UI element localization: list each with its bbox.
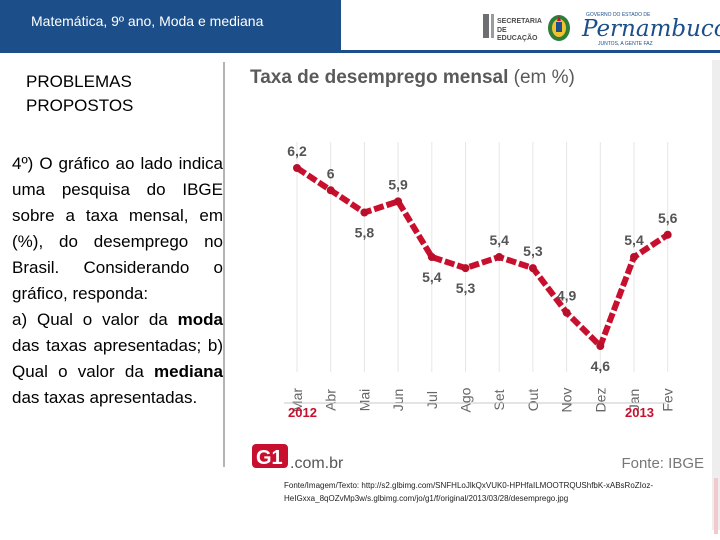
data-label: 5,4: [624, 232, 644, 248]
data-point: [528, 264, 537, 273]
chart-title: Taxa de desemprego mensal (em %): [250, 67, 575, 88]
year-label: 2012: [288, 405, 317, 420]
chart-area: Taxa de desemprego mensal (em %) 6,2 6 5,8 5…: [244, 60, 720, 478]
question-text: 4º) O gráfico ao lado indica uma pesquis…: [12, 151, 223, 411]
question-intro: 4º) O gráfico ao lado indica uma pesquis…: [12, 154, 223, 329]
data-label: 5,4: [422, 269, 442, 285]
data-point: [427, 253, 436, 261]
data-point: [360, 208, 369, 217]
year-label: 2013: [625, 405, 654, 420]
logo-pe-small: GOVERNO DO ESTADO DE: [586, 12, 651, 18]
logo-pe-name: Pernambuco: [582, 16, 720, 42]
logo-bar-icon: [483, 14, 489, 38]
x-tick-label: Jun: [390, 389, 406, 412]
right-edge-accent: [714, 478, 718, 534]
data-label: 5,8: [355, 225, 375, 241]
x-tick-label: Jul: [424, 391, 440, 409]
x-tick-label: Fev: [660, 388, 676, 411]
data-label: 5,3: [456, 280, 476, 296]
logo-text-2: DE EDUCAÇÃO: [497, 27, 538, 42]
data-point: [461, 264, 470, 273]
chart-brand: .com.br: [290, 455, 344, 472]
data-point: [630, 253, 638, 261]
x-tick-label: Nov: [559, 388, 575, 413]
data-label: 6: [327, 165, 335, 181]
x-tick-label: Dez: [592, 388, 608, 413]
slide-title: Matemática, 9º ano, Moda e mediana: [31, 13, 264, 29]
question-end: das taxas apresentadas.: [12, 388, 198, 407]
data-label: 5,4: [489, 232, 509, 248]
logo-bar-icon-2: [491, 14, 494, 38]
data-label: 5,3: [523, 243, 543, 259]
chart-source: Fonte: IBGE: [621, 455, 704, 472]
data-label: 4,6: [591, 358, 611, 374]
series-line: [295, 165, 670, 349]
data-point: [663, 230, 672, 239]
data-label: 5,6: [658, 210, 678, 226]
data-label: 5,9: [388, 176, 408, 192]
data-point: [326, 186, 335, 195]
right-edge: [712, 60, 720, 530]
state-seal-icon: [548, 15, 570, 41]
data-point: [394, 197, 403, 206]
x-tick-label: Mar: [289, 388, 305, 412]
g1-logo-letter: G1: [256, 447, 283, 469]
problems-heading: PROBLEMAS PROPOSTOS: [26, 72, 134, 115]
pernambuco-logo: GOVERNO DO ESTADO DE Pernambuco JUNTOS, …: [578, 4, 720, 50]
secretaria-logo: SECRETARIA DE EDUCAÇÃO: [483, 12, 543, 42]
unemployment-chart: Taxa de desemprego mensal (em %) 6,2 6 5,8 5…: [250, 67, 704, 472]
logo-pe-sub: JUNTOS, A GENTE FAZ: [598, 41, 653, 47]
data-point: [596, 342, 605, 350]
x-tick-label: Set: [491, 389, 507, 410]
problem-panel: PROBLEMAS PROPOSTOS 4º) O gráfico ao lad…: [12, 62, 225, 467]
header-bar: Matemática, 9º ano, Moda e mediana SECRE…: [0, 0, 720, 56]
data-point: [562, 308, 571, 317]
chart-title-unit: (em %): [514, 67, 575, 88]
x-tick-label: Mai: [356, 389, 372, 412]
data-point: [293, 164, 301, 172]
g1-logo-icon: [252, 444, 288, 468]
x-tick-label: Out: [525, 389, 541, 412]
x-tick-label: Abr: [323, 389, 339, 411]
question-mid: das taxas apresentadas; b) Qual o valor …: [12, 336, 223, 381]
question-moda: moda: [177, 310, 223, 329]
data-label: 4,9: [557, 288, 577, 304]
data-point: [495, 253, 504, 261]
data-label: 6,2: [287, 143, 307, 159]
header-rule: [0, 50, 720, 53]
x-tick-label: Jan: [626, 389, 642, 412]
question-mediana: mediana: [154, 362, 223, 381]
chart-title-main: Taxa de desemprego mensal: [250, 67, 514, 88]
logo-text-1: SECRETARIA: [497, 18, 542, 25]
x-tick-label: Ago: [458, 387, 474, 412]
title-box: Matemática, 9º ano, Moda e mediana: [0, 0, 341, 50]
image-source: Fonte/Imagem/Texto: http://s2.glbimg.com…: [284, 481, 653, 503]
